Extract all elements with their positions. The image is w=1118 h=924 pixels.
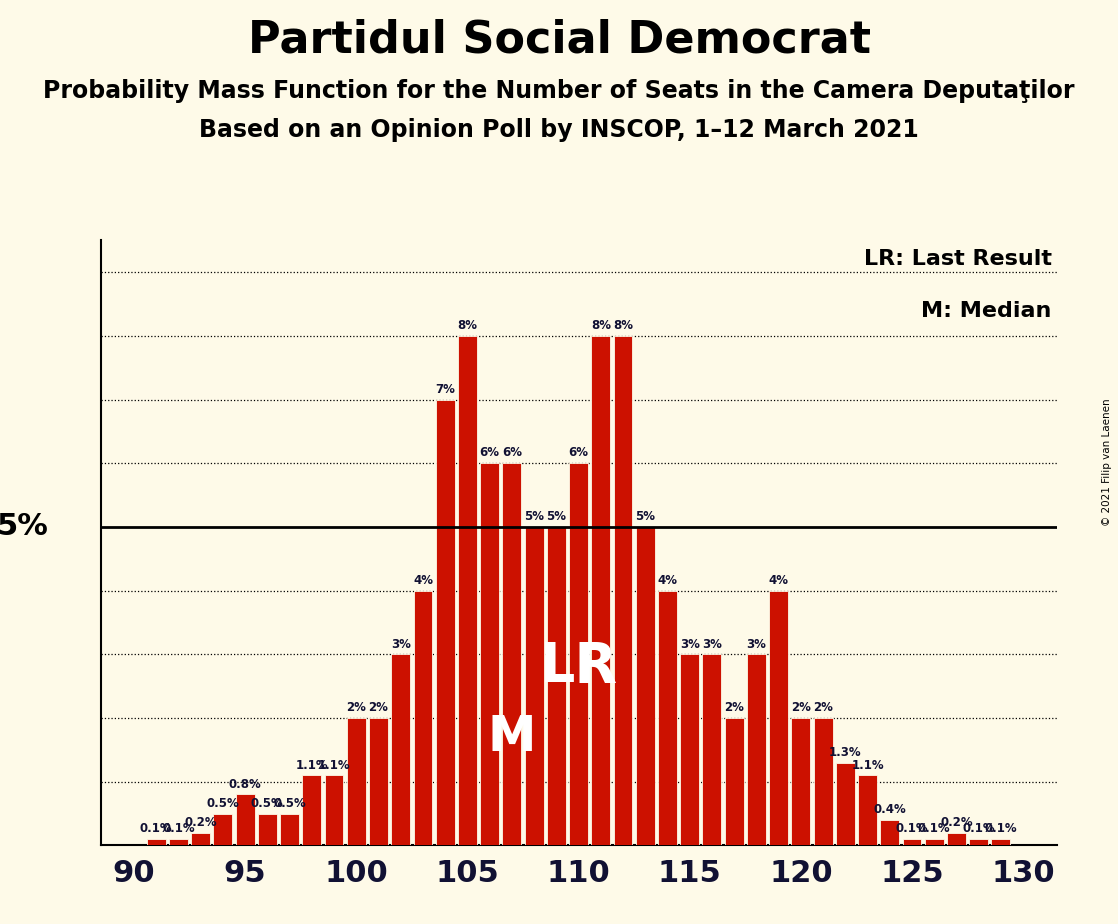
Text: Probability Mass Function for the Number of Seats in the Camera Deputaţilor: Probability Mass Function for the Number… bbox=[44, 79, 1074, 103]
Bar bbox=[880, 820, 899, 845]
Text: 2%: 2% bbox=[813, 701, 833, 714]
Text: 1.1%: 1.1% bbox=[851, 759, 884, 772]
Text: 0.1%: 0.1% bbox=[896, 822, 928, 835]
Bar bbox=[792, 718, 811, 845]
Bar bbox=[836, 762, 855, 845]
Bar bbox=[236, 795, 255, 845]
Text: © 2021 Filip van Laenen: © 2021 Filip van Laenen bbox=[1102, 398, 1112, 526]
Bar bbox=[859, 775, 877, 845]
Text: 0.2%: 0.2% bbox=[940, 816, 973, 829]
Bar bbox=[347, 718, 366, 845]
Bar bbox=[281, 814, 299, 845]
Bar bbox=[636, 527, 655, 845]
Text: 0.5%: 0.5% bbox=[273, 796, 306, 809]
Bar bbox=[569, 463, 588, 845]
Bar bbox=[702, 654, 721, 845]
Bar bbox=[814, 718, 833, 845]
Text: 0.1%: 0.1% bbox=[963, 822, 995, 835]
Text: 2%: 2% bbox=[347, 701, 367, 714]
Text: 8%: 8% bbox=[457, 319, 477, 332]
Text: 5%: 5% bbox=[524, 510, 544, 523]
Text: 0.5%: 0.5% bbox=[250, 796, 284, 809]
Bar bbox=[947, 833, 966, 845]
Bar bbox=[502, 463, 521, 845]
Bar bbox=[391, 654, 410, 845]
Bar bbox=[969, 839, 988, 845]
Text: 7%: 7% bbox=[435, 383, 455, 395]
Bar bbox=[481, 463, 499, 845]
Text: M: Median: M: Median bbox=[921, 300, 1052, 321]
Text: 0.1%: 0.1% bbox=[162, 822, 195, 835]
Bar bbox=[614, 335, 633, 845]
Text: 1.3%: 1.3% bbox=[830, 746, 862, 759]
Text: 3%: 3% bbox=[747, 638, 766, 650]
Bar bbox=[902, 839, 921, 845]
Text: 1.1%: 1.1% bbox=[295, 759, 328, 772]
Bar bbox=[724, 718, 743, 845]
Text: 0.5%: 0.5% bbox=[207, 796, 239, 809]
Text: 3%: 3% bbox=[702, 638, 722, 650]
Text: 6%: 6% bbox=[480, 446, 500, 459]
Text: 8%: 8% bbox=[590, 319, 610, 332]
Text: 6%: 6% bbox=[502, 446, 522, 459]
Bar bbox=[214, 814, 233, 845]
Text: 4%: 4% bbox=[413, 574, 433, 587]
Text: LR: LR bbox=[540, 640, 617, 694]
Text: 4%: 4% bbox=[769, 574, 788, 587]
Bar bbox=[169, 839, 188, 845]
Bar bbox=[458, 335, 477, 845]
Bar bbox=[258, 814, 277, 845]
Bar bbox=[324, 775, 343, 845]
Text: 5%: 5% bbox=[0, 513, 48, 541]
Bar bbox=[436, 399, 455, 845]
Text: 5%: 5% bbox=[635, 510, 655, 523]
Text: 0.8%: 0.8% bbox=[229, 778, 262, 791]
Text: LR: Last Result: LR: Last Result bbox=[864, 249, 1052, 269]
Bar bbox=[191, 833, 210, 845]
Text: 5%: 5% bbox=[547, 510, 567, 523]
Text: 6%: 6% bbox=[569, 446, 588, 459]
Bar bbox=[524, 527, 543, 845]
Text: 4%: 4% bbox=[657, 574, 678, 587]
Text: 2%: 2% bbox=[724, 701, 745, 714]
Bar bbox=[547, 527, 566, 845]
Text: Partidul Social Democrat: Partidul Social Democrat bbox=[247, 18, 871, 62]
Bar bbox=[414, 590, 433, 845]
Bar bbox=[992, 839, 1011, 845]
Text: M: M bbox=[487, 713, 536, 761]
Text: 0.4%: 0.4% bbox=[873, 803, 907, 816]
Bar bbox=[146, 839, 165, 845]
Bar bbox=[769, 590, 788, 845]
Text: 2%: 2% bbox=[369, 701, 388, 714]
Bar bbox=[369, 718, 388, 845]
Text: Based on an Opinion Poll by INSCOP, 1–12 March 2021: Based on an Opinion Poll by INSCOP, 1–12… bbox=[199, 118, 919, 142]
Text: 0.1%: 0.1% bbox=[918, 822, 950, 835]
Bar bbox=[747, 654, 766, 845]
Text: 0.1%: 0.1% bbox=[140, 822, 172, 835]
Text: 0.1%: 0.1% bbox=[985, 822, 1017, 835]
Text: 3%: 3% bbox=[391, 638, 410, 650]
Text: 0.2%: 0.2% bbox=[184, 816, 217, 829]
Text: 1.1%: 1.1% bbox=[318, 759, 350, 772]
Text: 2%: 2% bbox=[790, 701, 811, 714]
Text: 3%: 3% bbox=[680, 638, 700, 650]
Bar bbox=[591, 335, 610, 845]
Bar bbox=[302, 775, 321, 845]
Text: 8%: 8% bbox=[613, 319, 633, 332]
Bar bbox=[680, 654, 699, 845]
Bar bbox=[925, 839, 944, 845]
Bar bbox=[659, 590, 676, 845]
